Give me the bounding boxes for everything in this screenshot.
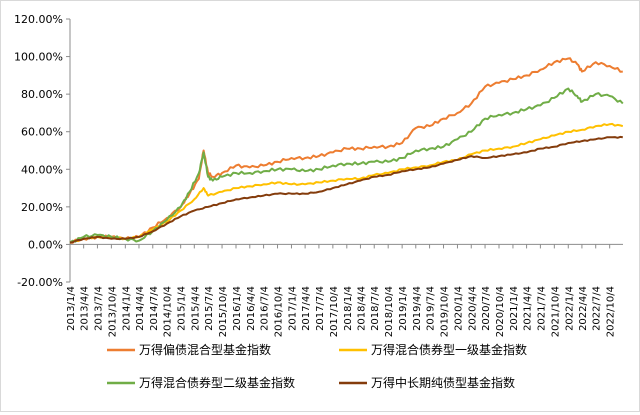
legend-label-yellow: 万得混合债券型一级基金指数 [371,342,527,357]
x-tick-label: 2013/4/4 [80,286,91,331]
x-tick-label: 2014/10/4 [163,286,174,337]
x-tick-label: 2013/1/4 [66,286,77,331]
x-tick-label: 2022/1/4 [564,286,575,331]
x-tick-label: 2015/1/4 [177,286,188,331]
x-tick-label: 2017/7/4 [315,286,326,331]
y-tick-label: 20.00% [21,201,63,214]
x-tick-label: 2019/1/4 [398,286,409,331]
x-tick-label: 2018/4/4 [356,286,367,331]
x-tick-label: 2016/7/4 [260,286,271,331]
x-tick-label: 2019/4/4 [412,286,423,331]
x-tick-label: 2020/4/4 [467,286,478,331]
legend-label-orange: 万得偏债混合型基金指数 [139,342,271,357]
y-tick-label: -20.00% [17,276,63,289]
series-line-green [69,87,624,244]
y-tick-label: 0.00% [28,238,63,251]
x-tick-label: 2016/1/4 [232,286,243,331]
x-tick-label: 2019/7/4 [426,286,437,331]
y-tick-label: 120.00% [14,13,63,26]
x-tick-label: 2017/10/4 [329,286,340,337]
x-tick-label: 2020/7/4 [481,286,492,331]
y-tick-label: 80.00% [21,88,63,101]
y-tick-label: 100.00% [14,51,63,64]
x-tick-label: 2022/10/4 [606,286,617,337]
x-tick-label: 2020/1/4 [453,286,464,331]
y-tick-label: 40.00% [21,163,63,176]
series-line-yellow [69,122,624,244]
x-tick-label: 2022/7/4 [592,286,603,331]
x-tick-label: 2018/10/4 [384,286,395,337]
x-tick-label: 2016/4/4 [246,286,257,331]
x-tick-label: 2016/10/4 [274,286,285,337]
y-axis: 120.00% 100.00% 80.00% 60.00% 40.00% 20.00% 0.… [14,13,71,289]
x-tick-label: 2015/7/4 [204,286,215,331]
x-tick-label: 2015/10/4 [218,286,229,337]
x-tick-label: 2022/4/4 [578,286,589,331]
x-tick-label: 2021/10/4 [550,286,561,337]
legend-label-green: 万得混合债券型二级基金指数 [139,375,295,390]
x-tick-label: 2013/10/4 [107,286,118,337]
x-tick-label: 2017/4/4 [301,286,312,331]
x-tick-label: 2021/7/4 [536,286,547,331]
x-tick-label: 2017/1/4 [287,286,298,331]
x-tick-label: 2019/10/4 [440,286,451,337]
x-tick-label: 2015/4/4 [190,286,201,331]
x-tick-label: 2013/7/4 [93,286,104,331]
x-tick-label: 2014/4/4 [135,286,146,331]
x-tick-label: 2014/1/4 [121,286,132,331]
series-line-orange [69,57,623,244]
legend-label-brown: 万得中长期纯债型基金指数 [371,375,515,390]
x-tick-label: 2021/1/4 [509,286,520,331]
x-tick-label: 2018/7/4 [370,286,381,331]
series-layer [69,57,624,244]
x-tick-label: 2018/1/4 [343,286,354,331]
x-tick-label: 2014/7/4 [149,286,160,331]
x-tick-label: 2020/10/4 [495,286,506,337]
series-line-brown [69,135,623,244]
y-tick-label: 60.00% [21,126,63,139]
x-axis: 2013/1/4 2013/4/4 2013/7/4 2013/10/4 2014/1/… [66,243,623,337]
x-tick-label: 2021/4/4 [523,286,534,331]
